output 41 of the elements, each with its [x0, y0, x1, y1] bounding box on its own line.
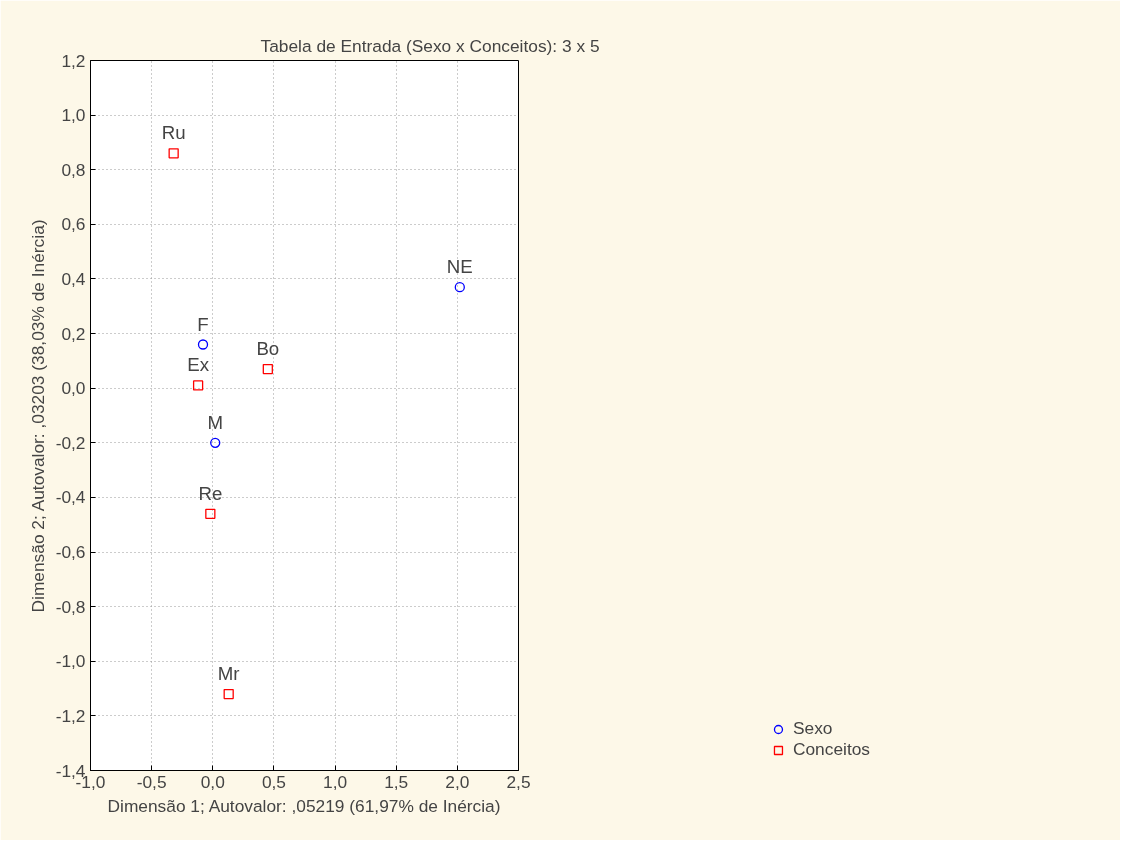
y-tick-label: -1,0 — [55, 651, 86, 672]
x-axis-title: Dimensão 1; Autovalor: ,05219 (61,97% de Inércia) — [107, 795, 501, 816]
y-tick-label: -0,8 — [55, 596, 86, 617]
point — [192, 380, 204, 391]
annotation: F — [197, 313, 209, 335]
y-tick-label: -1,2 — [55, 705, 86, 726]
annotation: Mr — [217, 663, 240, 685]
y-tick-label: 0,2 — [61, 323, 86, 344]
x-tick-label: 2,0 — [445, 771, 470, 792]
y-axis-title: Dimensão 2; Autovalor: ,03203 (38,03% de Inércia) — [27, 219, 48, 613]
point — [205, 508, 216, 519]
point — [197, 339, 209, 350]
legend-label: Conceitos — [792, 739, 871, 760]
y-tick-label: 1,0 — [61, 105, 86, 126]
point — [210, 437, 221, 448]
legend-label: Sexo — [792, 718, 833, 739]
annotation: NE — [446, 256, 473, 278]
y-tick-label: 0,0 — [61, 378, 86, 399]
annotation: Ru — [161, 122, 186, 144]
chart-title: Tabela de Entrada (Sexo x Conceitos): 3 x 5 — [260, 35, 600, 56]
point — [223, 688, 234, 700]
point — [454, 282, 465, 293]
annotation: Re — [198, 482, 223, 504]
y-tick-label: 0,4 — [61, 268, 86, 289]
y-tick-label: 0,8 — [61, 159, 86, 180]
annotation: Bo — [256, 338, 280, 360]
annotation: Ex — [187, 354, 210, 376]
annotation: M — [207, 411, 224, 433]
x-tick-label: 1,0 — [323, 771, 348, 792]
x-tick-label: 2,5 — [506, 771, 531, 792]
x-tick-label: 0,5 — [261, 771, 286, 792]
y-tick-label: 0,6 — [61, 214, 86, 235]
point — [262, 363, 273, 375]
y-tick-label: -0,4 — [55, 487, 86, 508]
point — [168, 148, 179, 159]
y-tick-label: 1,2 — [61, 50, 86, 71]
x-tick-label: -0,5 — [136, 771, 167, 792]
y-tick-label: -0,6 — [55, 542, 86, 563]
y-tick-label: -0,2 — [55, 432, 86, 453]
x-tick-label: 1,5 — [384, 771, 409, 792]
x-tick-label: 0,0 — [200, 771, 225, 792]
